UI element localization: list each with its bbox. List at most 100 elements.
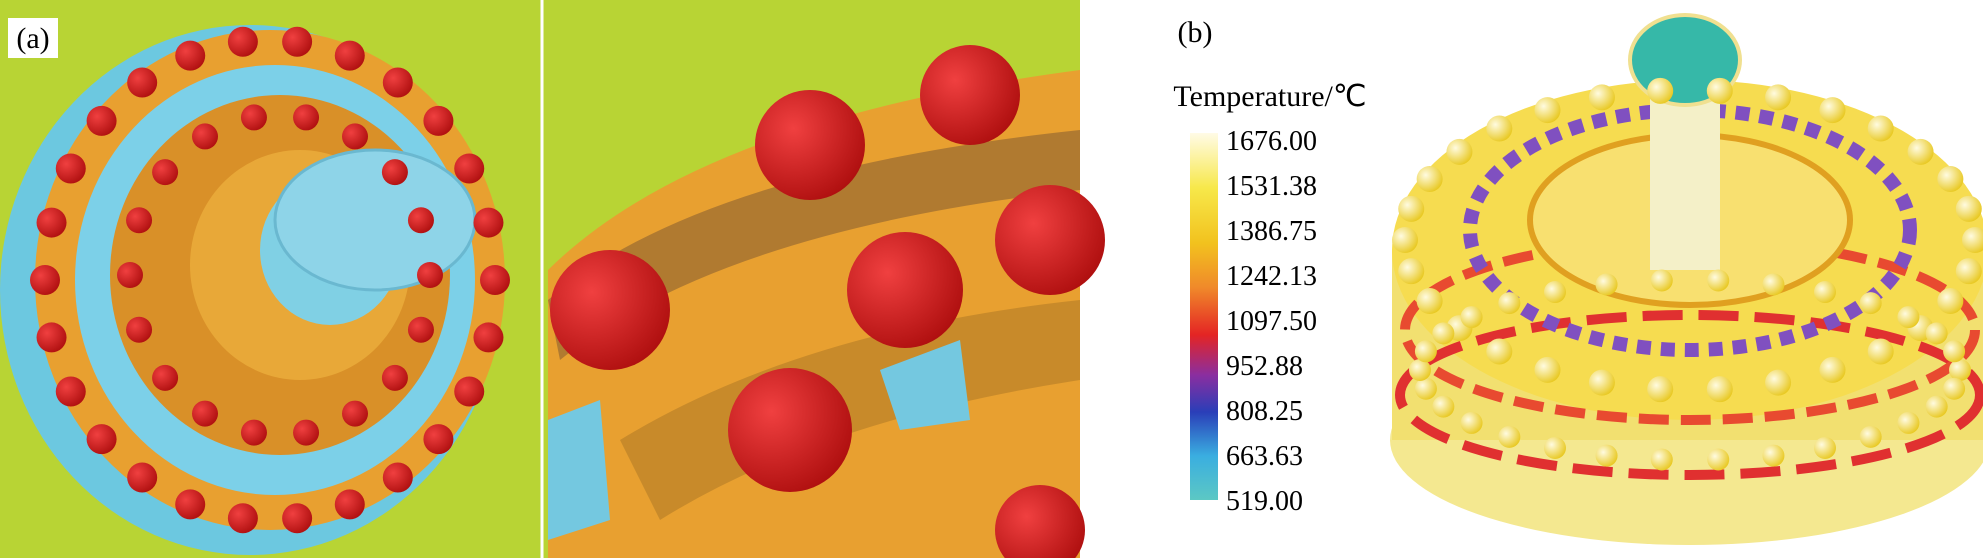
riser — [227, 503, 258, 534]
panel-label: (b) — [1178, 16, 1213, 49]
colorbar-label: 1242.13 — [1226, 261, 1317, 292]
riser — [1943, 340, 1966, 363]
riser — [920, 45, 1020, 145]
riser — [454, 376, 485, 407]
riser — [1486, 115, 1513, 142]
gap — [880, 340, 970, 430]
riser — [282, 503, 313, 534]
riser — [1432, 395, 1455, 418]
colorbar-label: 663.63 — [1226, 441, 1303, 472]
riser — [175, 40, 206, 71]
riser — [1544, 281, 1566, 304]
riser — [423, 105, 454, 136]
riser — [1460, 306, 1483, 329]
riser — [480, 265, 510, 295]
ring-band — [548, 130, 1080, 360]
riser — [1814, 281, 1836, 304]
riser — [117, 262, 143, 288]
riser — [282, 26, 313, 57]
riser — [1544, 436, 1566, 459]
riser — [382, 462, 413, 493]
sprue-top — [273, 148, 477, 292]
riser — [1955, 258, 1982, 285]
riser — [1814, 436, 1836, 459]
riser — [1762, 273, 1785, 296]
riser — [1650, 448, 1673, 471]
panel-b-image — [1390, 13, 1983, 545]
riser — [1595, 444, 1618, 467]
riser — [1534, 97, 1561, 124]
riser — [293, 104, 320, 131]
colorbar-label: 1531.38 — [1226, 171, 1317, 202]
riser — [1595, 273, 1618, 296]
riser — [1416, 165, 1443, 192]
riser — [1414, 340, 1437, 363]
riser — [1943, 377, 1966, 400]
riser — [1897, 306, 1920, 329]
colorbar-label: 1097.50 — [1226, 306, 1317, 337]
riser — [1907, 138, 1934, 165]
riser — [381, 159, 408, 186]
ring-band — [620, 300, 1080, 520]
riser — [1398, 195, 1425, 222]
riser — [417, 262, 443, 288]
riser — [1707, 269, 1730, 292]
riser — [1486, 338, 1513, 365]
riser — [1762, 444, 1785, 467]
riser — [1398, 258, 1425, 285]
colorbar-label: 519.00 — [1226, 486, 1303, 517]
riser — [175, 489, 206, 520]
riser — [1647, 77, 1674, 104]
riser — [1867, 115, 1894, 142]
riser — [1962, 227, 1983, 253]
riser — [227, 26, 258, 57]
riser — [1937, 288, 1964, 315]
riser — [1588, 84, 1615, 111]
riser — [1937, 165, 1964, 192]
riser — [423, 424, 454, 455]
riser — [152, 159, 179, 186]
riser — [240, 419, 267, 446]
riser — [1706, 376, 1733, 403]
riser — [342, 400, 368, 427]
riser — [55, 153, 86, 184]
riser — [473, 207, 504, 238]
riser — [1765, 369, 1792, 396]
riser — [1765, 84, 1792, 111]
riser — [454, 153, 485, 184]
riser — [192, 400, 218, 427]
riser — [1432, 322, 1455, 345]
riser — [1460, 411, 1483, 434]
riser — [36, 322, 67, 353]
riser — [1647, 376, 1674, 403]
riser — [334, 489, 365, 520]
riser — [1414, 377, 1437, 400]
riser — [1949, 359, 1971, 381]
riser — [1446, 138, 1473, 165]
riser — [1859, 292, 1882, 315]
riser — [86, 105, 117, 136]
colorbar-labels: 1676.00 1531.38 1386.75 1242.13 1097.50 952.8… — [1226, 126, 1317, 517]
riser — [293, 419, 320, 446]
riser — [192, 123, 218, 150]
riser — [1498, 292, 1521, 315]
gap — [548, 400, 610, 540]
riser — [755, 90, 865, 200]
riser — [240, 104, 267, 131]
riser — [342, 123, 368, 150]
riser — [1534, 356, 1561, 383]
risers — [1392, 77, 1983, 471]
riser — [847, 232, 963, 348]
riser — [995, 185, 1105, 295]
hot-band — [1395, 310, 1983, 480]
riser — [1955, 195, 1982, 222]
riser — [1819, 97, 1846, 124]
riser — [1925, 322, 1948, 345]
riser — [55, 376, 86, 407]
panel-label: (a) — [16, 22, 49, 55]
riser — [407, 316, 434, 343]
riser — [334, 40, 365, 71]
riser — [30, 265, 60, 295]
